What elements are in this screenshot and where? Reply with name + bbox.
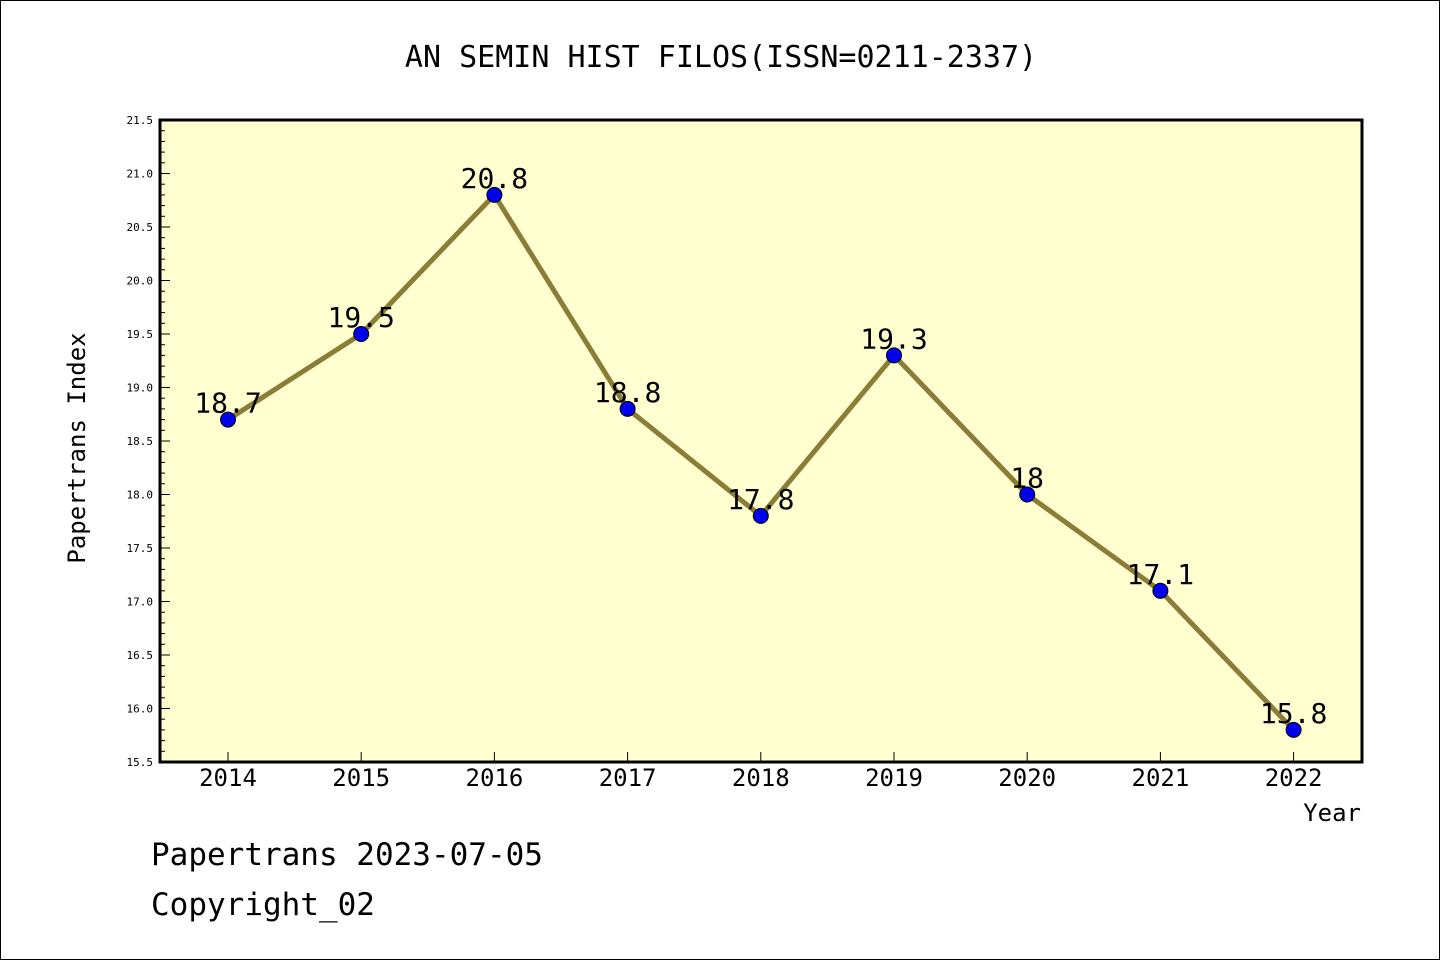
plot-area xyxy=(158,118,1364,764)
data-label: 19.3 xyxy=(860,322,927,355)
series-line-group: 18.7 19.5 20.8 18.8 17.8 19.3 18 17.1 15.8 xyxy=(194,162,1327,738)
y-tick-label: 17.5 xyxy=(127,542,154,555)
data-point xyxy=(1019,486,1036,503)
data-label: 18.7 xyxy=(194,387,261,420)
data-point xyxy=(220,411,236,428)
data-point xyxy=(752,507,769,524)
y-tick-label: 20.0 xyxy=(127,275,154,288)
x-tick-label: 2015 xyxy=(332,764,390,792)
data-point xyxy=(353,326,370,342)
y-axis: 15.5 16.0 16.5 17.0 17.5 18.0 18.5 19.0 19.5 20.0… xyxy=(127,114,170,769)
data-label: 20.8 xyxy=(461,162,528,195)
x-tick-label: 2021 xyxy=(1132,764,1190,792)
y-tick-label: 21.0 xyxy=(127,168,154,181)
y-tick-label: 19.0 xyxy=(127,382,154,395)
y-tick-label: 19.5 xyxy=(127,328,154,341)
data-label: 19.5 xyxy=(327,301,394,334)
y-tick-label: 20.5 xyxy=(127,221,154,234)
footer-copyright-text: Copyright_02 xyxy=(151,887,375,923)
y-tick-label: 17.0 xyxy=(127,596,154,609)
data-label: 17.8 xyxy=(727,483,794,516)
data-point xyxy=(619,400,636,417)
x-tick-label: 2017 xyxy=(599,764,657,792)
x-tick-label: 2014 xyxy=(199,764,257,792)
data-point xyxy=(486,186,503,203)
data-label: 18 xyxy=(1010,462,1044,495)
y-tick-label: 16.0 xyxy=(127,703,154,716)
chart-title: AN SEMIN HIST FILOS(ISSN=0211-2337) xyxy=(405,40,1037,75)
x-tick-label: 2018 xyxy=(732,764,790,792)
y-axis-label: Papertrans Index xyxy=(63,332,91,563)
y-tick-label: 18.5 xyxy=(127,435,154,448)
data-point xyxy=(1285,721,1302,738)
x-tick-label: 2019 xyxy=(865,764,923,792)
x-tick-label: 2022 xyxy=(1265,764,1323,792)
y-tick-label: 18.0 xyxy=(127,489,154,502)
footer-date-text: Papertrans 2023-07-05 xyxy=(151,837,543,873)
data-point xyxy=(886,347,902,364)
data-label: 15.8 xyxy=(1260,697,1327,730)
data-point xyxy=(1152,582,1169,599)
y-tick-label: 16.5 xyxy=(127,649,154,662)
x-axis-label: Year xyxy=(1303,799,1361,827)
x-axis: 2014 2015 2016 2017 2018 2019 2020 2021 2022 xyxy=(199,752,1322,792)
x-tick-label: 2020 xyxy=(998,764,1056,792)
y-tick-label: 21.5 xyxy=(127,114,154,127)
data-label: 17.1 xyxy=(1127,558,1194,591)
data-label: 18.8 xyxy=(594,376,661,409)
y-tick-label: 15.5 xyxy=(127,756,154,769)
x-tick-label: 2016 xyxy=(466,764,524,792)
